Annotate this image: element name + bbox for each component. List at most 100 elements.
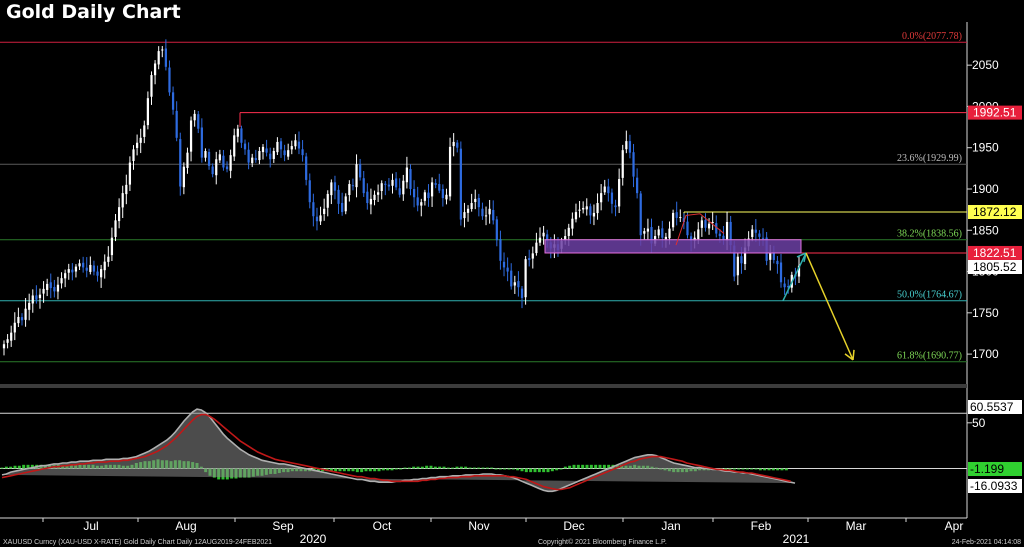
macd-histogram-bar [407, 467, 411, 469]
candle-body [679, 217, 682, 219]
candle [60, 272, 63, 289]
candle-body [308, 180, 311, 203]
candle-body [495, 219, 498, 241]
candle-body [380, 183, 383, 191]
candle [502, 252, 506, 277]
candle-body [582, 207, 585, 210]
candle-body [269, 153, 272, 160]
macd-histogram-bar [568, 465, 572, 469]
candle [261, 144, 265, 160]
candle-body [585, 206, 588, 210]
candle-body [596, 203, 599, 214]
macd-histogram-bar [572, 464, 576, 469]
footer: XAUUSD Curncy (XAU-USD X-RATE) Gold Dail… [3, 538, 1021, 546]
macd-value-box-label: -16.0933 [970, 479, 1018, 493]
candle-body [531, 253, 534, 259]
candle-body [13, 322, 16, 333]
macd-histogram-bar [741, 468, 745, 470]
candle [204, 148, 207, 162]
macd-histogram-bar [581, 464, 585, 469]
candle [477, 193, 480, 217]
macd-histogram-bar [520, 468, 524, 472]
candle [481, 202, 484, 220]
candle [574, 203, 578, 223]
candle-body [718, 233, 721, 237]
candle-body [229, 155, 232, 171]
candle-body [603, 186, 606, 193]
candle [589, 203, 592, 224]
candle [117, 198, 121, 229]
macd-histogram-bar [503, 468, 507, 470]
candle-body [297, 141, 301, 149]
candle [459, 141, 462, 226]
candle [754, 219, 757, 242]
candle-body [82, 262, 85, 268]
candle-body [71, 269, 74, 273]
price-value-box-label: 1872.12 [973, 205, 1017, 219]
candle [776, 256, 779, 274]
price-tick-label: 1750 [972, 306, 999, 320]
candle-body [618, 179, 621, 207]
candle [265, 139, 268, 157]
candle-body [265, 148, 268, 153]
candle-body [373, 194, 376, 200]
macd-histogram-bar [368, 468, 372, 472]
candle [528, 249, 531, 267]
candle-body [35, 295, 38, 300]
candle-body [564, 236, 567, 240]
macd-histogram-bar [360, 468, 364, 473]
macd-histogram-bar [394, 468, 398, 470]
candle [657, 225, 660, 239]
macd-histogram-bar [589, 464, 593, 469]
candle [636, 168, 639, 199]
macd-histogram-bar [26, 464, 30, 469]
macd-histogram-bar [30, 464, 34, 469]
macd-histogram-bar [373, 468, 377, 472]
price-value-box-bg [968, 105, 1022, 120]
candle [35, 285, 38, 304]
year-label: 2020 [300, 532, 327, 546]
candle [287, 143, 290, 160]
candle [524, 256, 527, 305]
candle [143, 120, 146, 144]
macd-histogram-bar [576, 464, 580, 469]
candle [614, 199, 617, 217]
macd-histogram-bar [542, 468, 546, 473]
price-tick-label: 1900 [972, 182, 999, 196]
fib-level-label: 23.6%(1929.99) [897, 153, 962, 164]
candle-body [290, 146, 293, 150]
candle [628, 134, 632, 159]
candle-body [484, 215, 488, 217]
macd-histogram-bar [364, 468, 368, 472]
candle [56, 276, 60, 300]
candle [409, 164, 412, 196]
candle [394, 172, 398, 191]
month-label: Sep [272, 519, 294, 533]
candle-body [100, 269, 103, 278]
candle-body [215, 159, 218, 176]
price-value-box-label: 1805.52 [973, 260, 1017, 274]
candle-body [64, 273, 67, 279]
macd-histogram-bar [776, 468, 780, 471]
macd-histogram-bar [459, 466, 463, 469]
candle [121, 185, 124, 219]
candle [445, 188, 448, 205]
candle [405, 156, 409, 189]
macd-histogram-bar [390, 468, 394, 471]
candle-body [193, 113, 196, 121]
candle [538, 227, 542, 246]
support-zone [544, 239, 802, 254]
candle-body [175, 110, 178, 138]
candle-body [189, 120, 193, 152]
candle-body [779, 262, 783, 283]
candle-body [326, 193, 329, 208]
macd-histogram-bar [446, 467, 450, 469]
candle-body [258, 151, 261, 161]
candle [412, 180, 416, 208]
month-label: Oct [373, 519, 392, 533]
candle-body [621, 150, 624, 178]
month-label: Apr [945, 519, 964, 533]
candle [150, 71, 153, 105]
candle-body [524, 259, 527, 298]
candle [46, 278, 49, 297]
